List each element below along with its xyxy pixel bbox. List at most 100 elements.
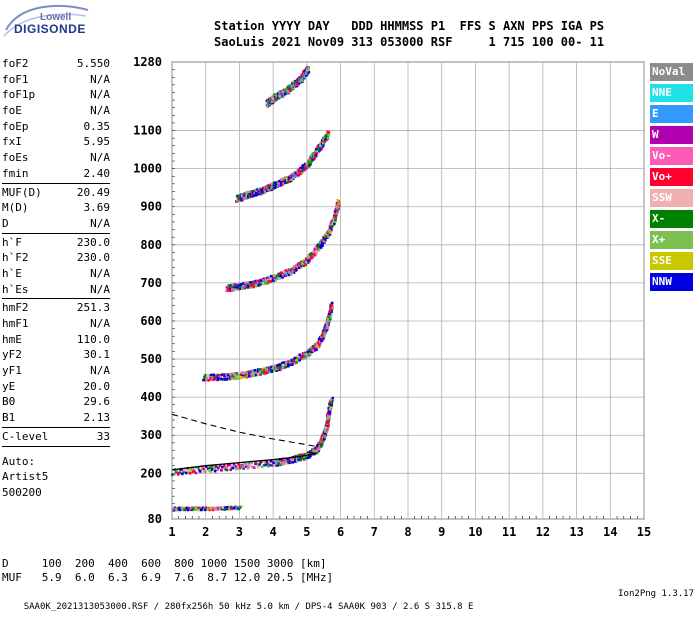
- param-value: 5.95: [83, 135, 111, 149]
- trace-point: [310, 255, 313, 258]
- trace-point: [206, 374, 209, 377]
- trace-point: [304, 356, 307, 360]
- trace-point: [253, 374, 256, 377]
- trace-point: [197, 508, 200, 512]
- trace-point: [269, 280, 273, 283]
- trace-point: [217, 374, 220, 377]
- x-tick-label: 4: [270, 525, 277, 539]
- trace-point: [306, 350, 310, 353]
- trace-point: [294, 460, 297, 463]
- param-name: D: [2, 216, 9, 230]
- trace-point: [331, 396, 334, 400]
- trace-point: [308, 352, 312, 355]
- trace-point: [242, 197, 246, 200]
- trace-point: [275, 183, 278, 186]
- trace-point: [281, 271, 285, 274]
- param-row: hmE 110.0: [2, 332, 110, 348]
- trace-point: [262, 187, 266, 190]
- trace-point: [216, 468, 219, 471]
- trace-point: [204, 506, 208, 509]
- trace-point: [273, 186, 277, 189]
- param-value: 2.13: [83, 411, 111, 425]
- trace-point: [229, 374, 233, 377]
- trace-point: [216, 376, 220, 380]
- trace-point: [226, 463, 230, 467]
- x-tick-label: 1: [168, 525, 175, 539]
- trace-point: [262, 281, 265, 285]
- param-row: h`E N/A: [2, 266, 110, 282]
- trace-point: [247, 285, 251, 288]
- trace-point: [263, 367, 266, 370]
- trace-point: [267, 186, 271, 189]
- auto-scaling-text: Artist5: [2, 470, 49, 484]
- trace-point: [284, 361, 288, 365]
- trace-point: [211, 375, 215, 379]
- trace-point: [270, 274, 273, 278]
- param-row: h`F2 230.0: [2, 250, 110, 266]
- trace-point: [296, 354, 300, 358]
- trace-point: [311, 349, 315, 352]
- trace-point: [326, 426, 330, 430]
- x-tick-label: 7: [371, 525, 378, 539]
- param-value: 5.550: [76, 57, 110, 70]
- trace-point: [310, 350, 313, 354]
- param-name: C-level: [2, 429, 49, 443]
- trace-point: [299, 453, 303, 457]
- trace-point: [287, 360, 291, 363]
- legend-item-w: W: [650, 126, 693, 144]
- trace-point: [270, 464, 274, 467]
- trace-point: [279, 276, 283, 280]
- footer-version: Ion2Png 1.3.17: [618, 589, 694, 599]
- trace-point: [239, 284, 242, 288]
- trace-point: [325, 235, 328, 238]
- trace-point: [233, 377, 237, 380]
- trace-point: [315, 348, 318, 351]
- trace-point: [251, 465, 254, 469]
- trace-point: [328, 224, 332, 228]
- y-tick-label: 1100: [133, 124, 162, 138]
- trace-point: [187, 507, 191, 510]
- trace-point: [243, 462, 246, 465]
- trace-point: [221, 465, 224, 469]
- trace-point: [262, 277, 266, 281]
- trace-point: [242, 282, 245, 285]
- trace-point: [229, 468, 232, 471]
- param-row: fmin 2.40: [2, 166, 110, 182]
- trace-point: [290, 178, 293, 181]
- trace-point: [253, 369, 257, 372]
- trace-point: [215, 506, 219, 509]
- trace-point: [281, 366, 285, 369]
- trace-point: [241, 287, 244, 290]
- trace-point: [238, 506, 242, 510]
- trace-point: [293, 175, 297, 179]
- param-name: h`F2: [2, 251, 29, 265]
- trace-point: [240, 371, 244, 374]
- trace-point: [295, 268, 298, 271]
- trace-point: [222, 373, 226, 376]
- trace-point: [289, 175, 292, 178]
- legend-item-x-: X+: [650, 231, 693, 249]
- trace-point: [227, 373, 230, 377]
- trace-point: [302, 163, 305, 167]
- trace-point: [325, 324, 329, 327]
- trace-point: [313, 154, 317, 157]
- trace-point: [202, 467, 205, 471]
- trace-point: [335, 208, 339, 212]
- param-separator: [2, 232, 110, 234]
- trace-point: [317, 248, 321, 252]
- trace-point: [272, 186, 275, 190]
- trace-point: [221, 506, 225, 509]
- trace-point: [245, 191, 249, 194]
- param-name: yF1: [2, 364, 22, 378]
- footer-info-line: SAA0K_2021313053000.RSF / 280fx256h 50 k…: [2, 588, 698, 612]
- trace-point: [321, 242, 324, 245]
- trace-point: [284, 180, 288, 183]
- trace-point: [295, 169, 299, 172]
- trace-point: [228, 463, 232, 467]
- trace-point: [322, 337, 325, 340]
- trace-point: [251, 372, 254, 376]
- trace-point: [301, 72, 305, 76]
- trace-point: [289, 457, 293, 461]
- trace-point: [314, 147, 318, 151]
- trace-point: [225, 378, 229, 381]
